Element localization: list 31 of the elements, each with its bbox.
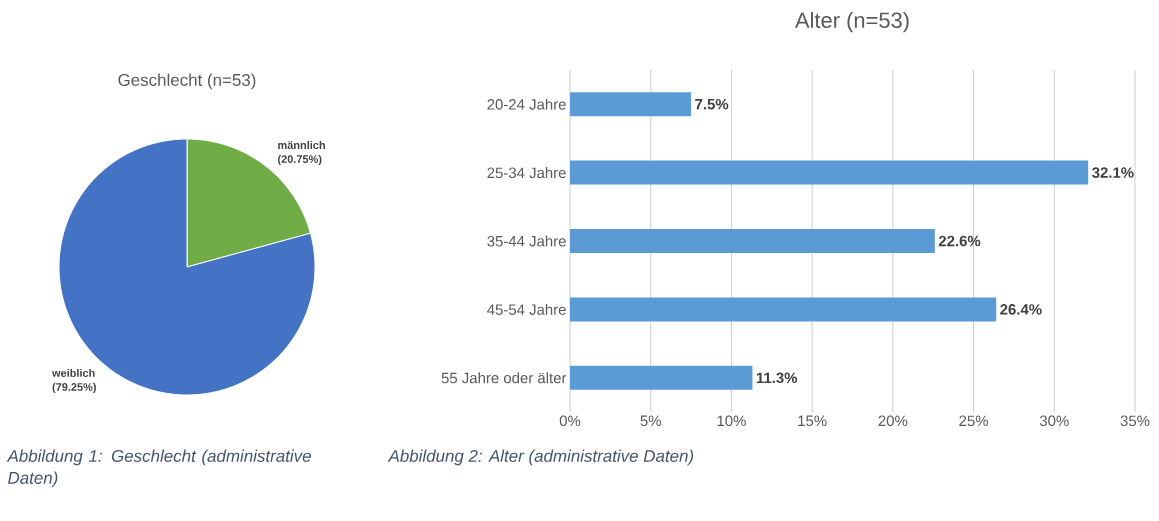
x-tick-label: 10% <box>717 415 746 427</box>
x-tick-label: 15% <box>798 415 827 427</box>
x-tick-label: 20% <box>878 415 908 427</box>
text: Abbildung 2: Alter (administrative Daten) <box>387 449 694 466</box>
data-label: (79.25%) <box>52 382 96 394</box>
y-tick-label: 25-34 Jahre <box>487 167 566 179</box>
text: Abbildung 1: Geschlecht (administrative Daten) <box>6 449 311 488</box>
bar <box>570 297 997 322</box>
y-tick-label: 45-54 Jahre <box>487 303 566 315</box>
bar <box>570 92 692 117</box>
slice-label: weiblich <box>52 368 95 377</box>
y-tick-label: 20-24 Jahre <box>487 98 566 110</box>
chart-title: Geschlecht (n=53) <box>118 73 256 90</box>
bar <box>570 365 753 390</box>
y-tick-label: 55 Jahre oder älter <box>441 372 567 384</box>
bar <box>570 229 935 253</box>
bar <box>570 160 1089 185</box>
slice-label: männlich <box>278 140 325 150</box>
data-label: 22.6% <box>938 235 981 247</box>
x-tick-label: 30% <box>1039 415 1069 427</box>
chart-title: Alter (n=53) <box>794 11 909 33</box>
x-tick-label: 0% <box>559 415 581 427</box>
data-label: 7.5% <box>695 98 729 110</box>
data-label: 26.4% <box>1000 304 1042 315</box>
y-tick-label: 35-44 Jahre <box>487 235 566 247</box>
data-label: (20.75%) <box>278 154 322 166</box>
data-label: 32.1% <box>1092 167 1134 178</box>
x-tick-label: 35% <box>1120 415 1150 427</box>
x-tick-label: 25% <box>959 415 988 427</box>
x-tick-label: 5% <box>640 415 661 427</box>
data-label: 11.3% <box>756 372 798 384</box>
